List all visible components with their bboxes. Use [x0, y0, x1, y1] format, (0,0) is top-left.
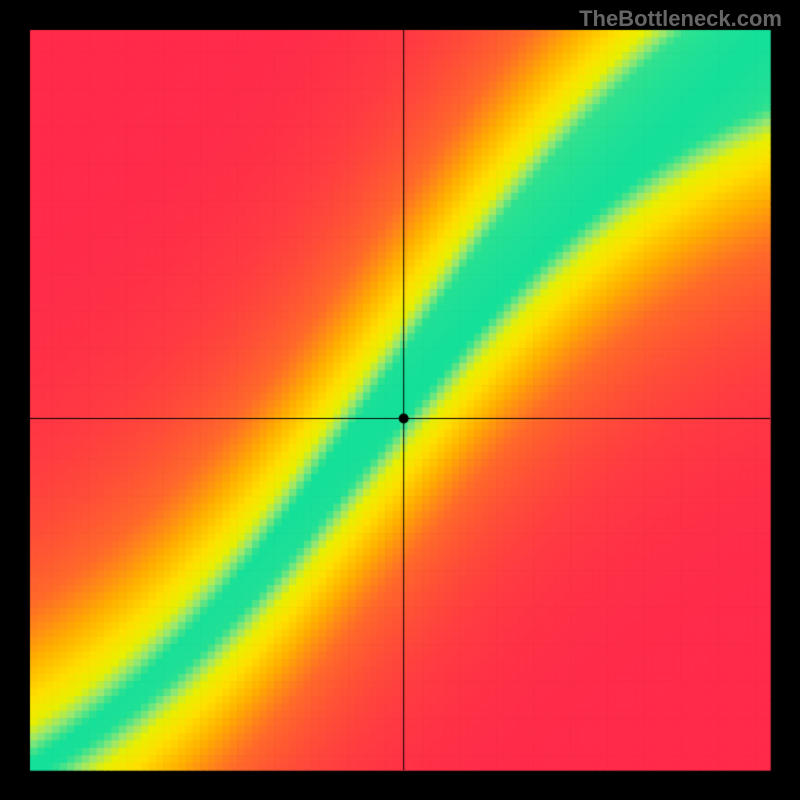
watermark-text: TheBottleneck.com	[579, 6, 782, 32]
bottleneck-heatmap	[0, 0, 800, 800]
